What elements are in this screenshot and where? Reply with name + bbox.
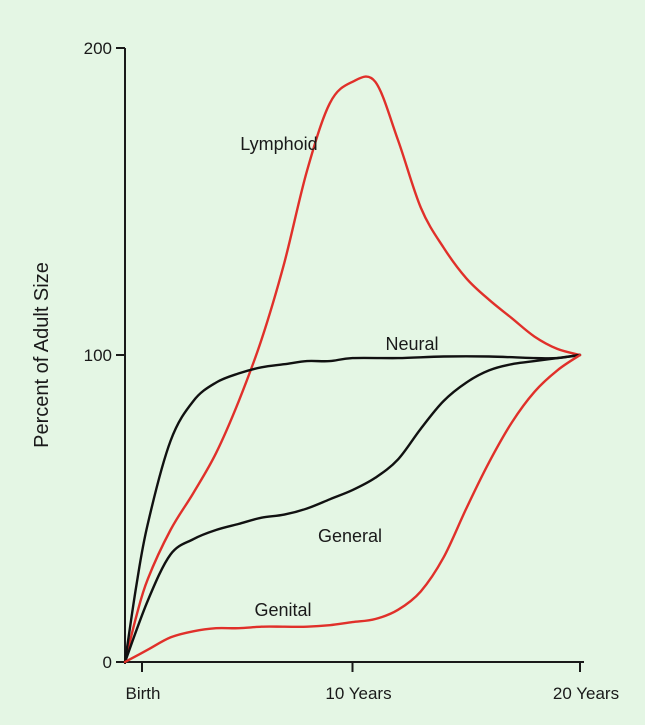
genital-label: Genital	[254, 600, 311, 620]
y-tick-label: 0	[103, 653, 112, 672]
axes: 0 100 200 Birth 10 Years 20 Years	[84, 39, 619, 703]
x-tick-label: 10 Years	[325, 684, 391, 703]
series-lines	[123, 75, 582, 664]
y-axis-title: Percent of Adult Size	[31, 262, 53, 448]
x-tick-label: Birth	[126, 684, 161, 703]
general-label: General	[318, 526, 382, 546]
genital-line	[123, 353, 582, 664]
lymphoid-line	[123, 75, 582, 664]
general-line	[123, 353, 582, 664]
series-labels: Lymphoid Neural General Genital	[240, 134, 438, 620]
neural-line	[123, 353, 582, 664]
y-tick-label: 100	[84, 346, 112, 365]
x-tick-label: 20 Years	[553, 684, 619, 703]
neural-label: Neural	[385, 334, 438, 354]
lymphoid-label: Lymphoid	[240, 134, 317, 154]
y-tick-label: 200	[84, 39, 112, 58]
